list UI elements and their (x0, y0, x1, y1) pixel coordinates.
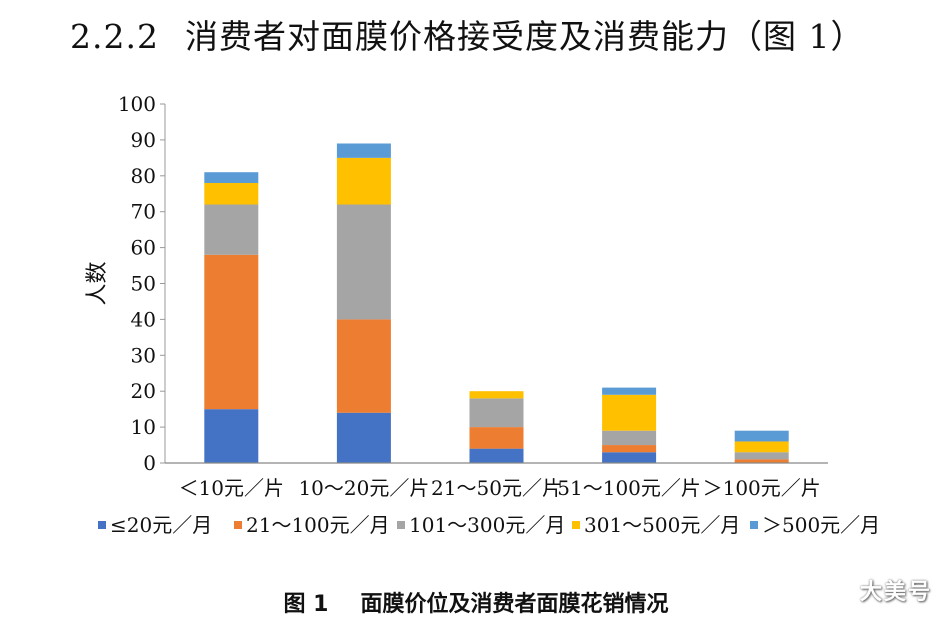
section-title: 消费者对面膜价格接受度及消费能力（图 1） (184, 17, 865, 56)
legend-label: 301～500元／月 (584, 513, 740, 537)
legend-label: ＞500元／月 (762, 513, 880, 537)
bar-segment (204, 172, 259, 183)
bar-segment (602, 452, 657, 463)
y-tick-label: 60 (131, 236, 156, 260)
bar-segment (469, 391, 524, 399)
x-category-label: 21～50元／片 (431, 476, 562, 500)
y-tick-label: 40 (131, 307, 156, 331)
bar-segment (336, 143, 391, 158)
watermark-logo: 大美号 (859, 579, 932, 605)
bar-segment (602, 394, 657, 431)
bar-segment (734, 430, 789, 442)
bar-segment (204, 182, 259, 205)
y-tick-label: 30 (131, 343, 156, 367)
x-category-label: 10～20元／片 (298, 476, 429, 500)
legend-label: ≤20元／月 (110, 513, 212, 537)
legend-swatch (397, 521, 405, 529)
legend-swatch (750, 521, 758, 529)
legend-swatch (98, 521, 106, 529)
y-tick-label: 70 (131, 200, 156, 224)
figure-number: 图 1 (283, 592, 329, 617)
y-tick-label: 0 (143, 451, 156, 475)
y-axis-label: 人数 (85, 261, 110, 305)
section-heading: 2.2.2 消费者对面膜价格接受度及消费能力（图 1） (70, 10, 864, 58)
bar-segment (734, 459, 789, 463)
bar-segment (469, 398, 524, 428)
legend-swatch (234, 521, 242, 529)
y-tick-label: 20 (131, 379, 156, 403)
bar-segment (602, 430, 657, 446)
bar-segment (204, 409, 259, 463)
bar-segment (336, 319, 391, 413)
bar-segment (734, 452, 789, 460)
y-tick-label: 80 (131, 164, 156, 188)
figure-title: 面膜价位及消费者面膜花销情况 (360, 592, 669, 617)
figure-caption: 图 1 面膜价位及消费者面膜花销情况 (0, 586, 952, 618)
x-category-label: ＞100元／片 (703, 476, 821, 500)
bar-segment (602, 387, 657, 395)
bar-segment (469, 427, 524, 449)
legend-label: 101～300元／月 (409, 513, 565, 537)
bar-segment (336, 412, 391, 463)
y-tick-label: 90 (131, 128, 156, 152)
legend-swatch (572, 521, 580, 529)
bar-segment (469, 448, 524, 463)
x-category-label: 51～100元／片 (557, 476, 701, 500)
bar-segment (734, 441, 789, 453)
y-tick-label: 100 (118, 92, 156, 116)
section-number: 2.2.2 (70, 17, 159, 56)
x-category-label: ＜10元／片 (179, 476, 284, 500)
bar-segment (602, 445, 657, 453)
y-tick-label: 10 (131, 415, 156, 439)
y-tick-label: 50 (131, 272, 156, 296)
bar-segment (336, 157, 391, 205)
legend-label: 21～100元／月 (246, 513, 390, 537)
bar-segment (204, 254, 259, 410)
bar-segment (336, 204, 391, 320)
bar-segment (204, 204, 259, 255)
